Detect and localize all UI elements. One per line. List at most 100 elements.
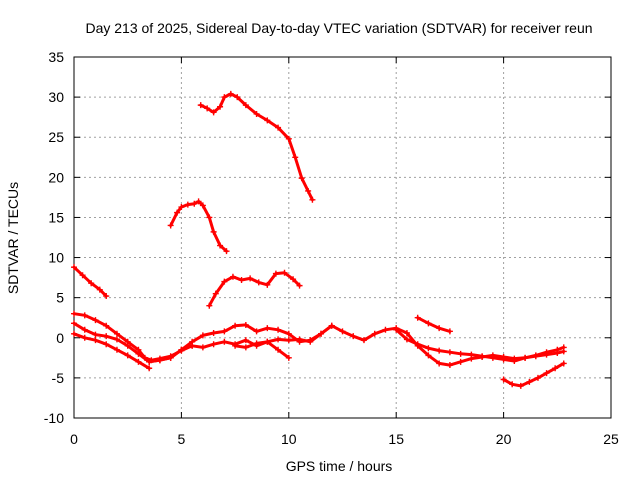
x-tick-label: 0: [70, 431, 78, 447]
x-tick-label: 5: [178, 431, 186, 447]
series-arc-12: [500, 360, 567, 389]
series-arc-6: [197, 90, 316, 203]
data-point: [339, 328, 346, 335]
data-point: [92, 337, 99, 344]
data-point: [446, 362, 453, 369]
data-point: [146, 358, 153, 365]
data-point: [156, 357, 163, 364]
grid: [74, 57, 611, 418]
series-arc-4: [71, 330, 153, 372]
data-point: [167, 222, 174, 229]
data-point: [178, 204, 185, 211]
data-point: [371, 330, 378, 337]
data-point: [81, 334, 88, 341]
data-point: [232, 342, 239, 349]
data-point: [71, 330, 77, 337]
data-point: [425, 352, 432, 359]
series-arc-7: [167, 198, 230, 255]
series-arc-11: [393, 326, 567, 365]
data-point: [446, 328, 453, 335]
y-tick-label: 30: [48, 89, 64, 105]
data-point: [479, 353, 486, 360]
data-point: [92, 317, 99, 324]
data-point: [500, 376, 507, 383]
data-point: [174, 209, 181, 216]
data-point: [534, 374, 541, 381]
data-point: [81, 312, 88, 319]
data-point: [436, 325, 443, 332]
data-point: [285, 337, 292, 344]
data-point: [446, 349, 453, 356]
data-point: [509, 381, 516, 388]
data-point: [554, 350, 561, 357]
data-point: [328, 322, 335, 329]
data-point: [71, 264, 77, 271]
data-point: [242, 321, 249, 328]
data-point: [275, 326, 282, 333]
data-point: [275, 346, 282, 353]
data-point: [414, 314, 421, 321]
data-point: [253, 340, 260, 347]
data-point: [526, 378, 533, 385]
data-point: [264, 281, 271, 288]
data-point: [81, 326, 88, 333]
data-point: [210, 228, 217, 235]
data-point: [199, 344, 206, 351]
data-point: [296, 282, 303, 289]
y-tick-label: 0: [56, 330, 64, 346]
data-point: [103, 341, 110, 348]
data-point: [285, 135, 292, 142]
x-tick-label: 20: [496, 431, 512, 447]
data-point: [184, 201, 191, 208]
data-point: [113, 346, 120, 353]
data-point: [290, 276, 297, 283]
data-point: [113, 330, 120, 337]
data-point: [309, 196, 316, 203]
data-point: [71, 320, 77, 327]
series-arc-1: [71, 264, 110, 300]
data-point: [242, 344, 249, 351]
data-point: [232, 322, 239, 329]
data-point: [221, 94, 228, 101]
data-point: [191, 200, 198, 207]
data-point: [242, 337, 249, 344]
data-point: [275, 336, 282, 343]
y-tick-label: -5: [52, 370, 65, 386]
data-point: [92, 331, 99, 338]
data-point: [242, 102, 249, 109]
data-point: [135, 358, 142, 365]
data-point: [167, 354, 174, 361]
data-point: [457, 350, 464, 357]
data-point: [403, 336, 410, 343]
data-point: [221, 328, 228, 335]
data-point: [223, 248, 230, 255]
data-point: [382, 326, 389, 333]
data-point: [204, 105, 211, 112]
y-axis-label: SDTVAR / TECUs: [5, 182, 21, 294]
data-point: [511, 358, 518, 365]
data-point: [436, 360, 443, 367]
data-point: [195, 198, 202, 205]
series-line: [169, 199, 228, 253]
data-point: [255, 279, 262, 286]
data-point: [560, 348, 567, 355]
data-point: [285, 330, 292, 337]
series-line: [207, 271, 301, 308]
y-tick-label: 35: [48, 49, 64, 65]
data-point: [199, 202, 206, 209]
data-point: [403, 329, 410, 336]
data-point: [560, 360, 567, 367]
x-tick-label: 25: [603, 431, 619, 447]
data-point: [414, 341, 421, 348]
y-tick-label: 5: [56, 290, 64, 306]
series-arc-10: [414, 314, 453, 335]
data-point: [264, 325, 271, 332]
data-point: [135, 350, 142, 357]
data-point: [206, 302, 213, 309]
data-point: [79, 272, 86, 279]
y-tick-label: 15: [48, 209, 64, 225]
data-point: [264, 338, 271, 345]
data-point: [318, 330, 325, 337]
y-tick-label: 20: [48, 169, 64, 185]
data-point: [517, 382, 524, 389]
